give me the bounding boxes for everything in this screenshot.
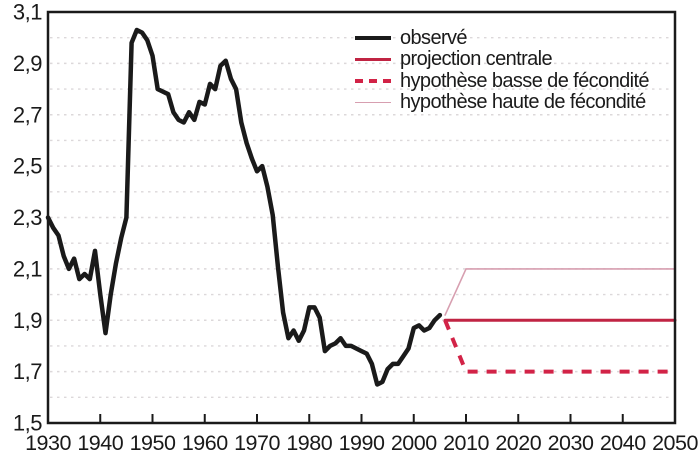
series-line-3 [444,268,676,316]
x-axis-tick-label: 1950 [130,431,176,455]
series-line-2 [443,319,675,374]
legend-item-hypothese-basse-de-fecondite: hypothèse basse de fécondité [355,69,650,92]
x-axis-labels: 1930 1940 1950 1960 1970 1980 1990 2000 2010 2020… [25,431,699,455]
hypothese-haute-de-fecondite-line-swatch-icon [355,101,391,103]
y-axis-tick-label: 2,5 [13,154,42,179]
x-axis-tick-label: 1930 [25,431,71,455]
x-axis-tick-label: 2010 [443,431,489,455]
y-axis-tick-label: 2,1 [13,256,42,281]
x-axis-tick-label: 2020 [495,431,541,455]
series-line-0 [45,27,443,387]
x-axis-tick-label: 2040 [600,431,646,455]
plot-frame [46,10,677,425]
y-axis-tick-label: 1,5 [13,411,42,436]
x-axis-ticks [99,414,624,422]
legend-label: hypothèse basse de fécondité [400,69,650,92]
legend-label: hypothèse haute de fécondité [400,91,646,114]
y-axis-tick-label: 2,9 [13,51,42,76]
y-axis-tick-label: 2,7 [13,102,42,127]
x-axis-tick-label: 2050 [652,431,698,455]
y-axis-labels: 3,1 2,9 2,7 2,5 2,3 2,1 1,9 1,7 1,5 [13,0,43,436]
x-axis-tick-label: 1960 [182,431,228,455]
legend-item-hypothese-haute-de-fecondite: hypothèse haute de fécondité [355,92,649,114]
observe-line-swatch-icon [355,35,391,40]
legend-item-observe: observé [355,27,649,49]
y-axis-tick-label: 2,3 [13,205,42,230]
projection-centrale-line-swatch-icon [355,57,391,61]
y-axis-tick-label: 3,1 [13,0,42,25]
x-axis-tick-label: 1990 [339,431,385,455]
x-axis-tick-label: 1980 [286,431,332,455]
x-axis-tick-label: 1970 [234,431,280,455]
x-axis-tick-label: 2000 [391,431,437,455]
legend-item-projection-centrale: projection centrale [355,49,649,71]
series-lines [45,27,677,387]
hypothese-basse-de-fecondite-line-swatch-icon [355,78,391,83]
legend-label: projection centrale [400,48,553,71]
x-axis-tick-label: 2030 [548,431,594,455]
chart-legend: observé projection centrale hypothèse bass… [355,27,650,114]
y-axis-tick-label: 1,9 [13,308,42,333]
y-axis-tick-label: 1,7 [13,359,42,384]
legend-label: observé [400,26,468,49]
x-axis-tick-label: 1940 [77,431,123,455]
